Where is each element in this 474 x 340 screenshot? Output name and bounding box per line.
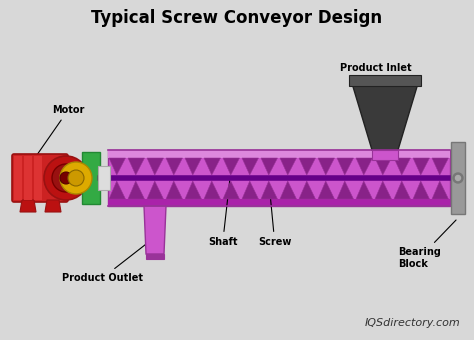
Polygon shape [280,181,296,199]
Polygon shape [185,181,201,199]
Polygon shape [394,181,410,199]
Polygon shape [372,150,398,160]
Polygon shape [204,181,220,199]
Polygon shape [45,200,61,212]
Polygon shape [223,181,239,199]
Polygon shape [375,158,392,175]
Polygon shape [337,158,354,175]
Polygon shape [185,158,201,175]
Polygon shape [413,158,429,175]
Text: Product Inlet: Product Inlet [340,63,411,82]
Polygon shape [351,80,419,150]
Polygon shape [128,158,145,175]
Polygon shape [451,142,465,214]
Polygon shape [14,156,22,200]
Circle shape [44,156,88,200]
Polygon shape [394,158,410,175]
Polygon shape [109,158,126,175]
Polygon shape [82,152,100,204]
Polygon shape [166,158,182,175]
Polygon shape [318,181,335,199]
Polygon shape [261,158,277,175]
Polygon shape [24,156,32,200]
Polygon shape [432,181,448,199]
Text: Product Outlet: Product Outlet [62,243,148,283]
Polygon shape [98,166,110,190]
Polygon shape [108,199,450,206]
Circle shape [60,172,72,184]
Circle shape [52,164,80,192]
Polygon shape [432,158,448,175]
Text: Motor: Motor [34,105,84,160]
Text: Bearing
Block: Bearing Block [398,220,456,269]
Polygon shape [261,181,277,199]
Polygon shape [356,158,373,175]
Polygon shape [147,158,164,175]
Polygon shape [280,158,296,175]
Polygon shape [109,181,126,199]
Polygon shape [108,150,450,158]
Polygon shape [108,150,450,206]
Polygon shape [242,181,258,199]
Polygon shape [242,158,258,175]
Polygon shape [299,181,316,199]
Polygon shape [20,200,36,212]
Circle shape [456,175,461,181]
Polygon shape [166,181,182,199]
Circle shape [68,170,84,186]
Polygon shape [318,158,335,175]
Polygon shape [223,158,239,175]
Polygon shape [375,181,392,199]
Polygon shape [299,158,316,175]
Polygon shape [356,181,373,199]
Polygon shape [144,206,166,254]
Polygon shape [349,75,421,86]
Polygon shape [337,181,354,199]
Polygon shape [413,181,429,199]
Circle shape [60,162,92,194]
FancyBboxPatch shape [12,154,68,202]
Text: Typical Screw Conveyor Design: Typical Screw Conveyor Design [91,9,383,27]
Polygon shape [146,254,164,259]
Polygon shape [34,156,42,200]
Polygon shape [128,181,145,199]
Text: IQSdirectory.com: IQSdirectory.com [364,318,460,328]
Polygon shape [147,181,164,199]
Circle shape [453,173,463,183]
Text: Screw: Screw [258,196,292,247]
Text: Shaft: Shaft [208,181,237,247]
Polygon shape [204,158,220,175]
